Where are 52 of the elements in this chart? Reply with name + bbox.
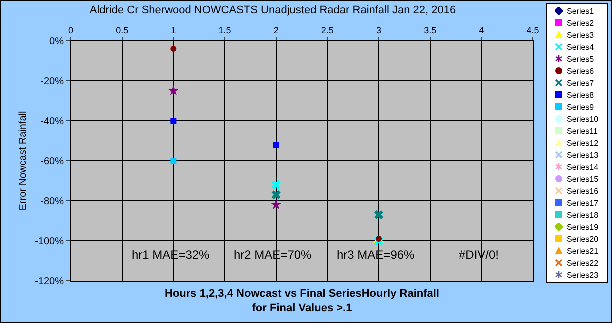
point xyxy=(170,118,177,124)
point xyxy=(271,199,282,210)
x-tick-label: 3.5 xyxy=(424,25,437,36)
legend-label: Series8 xyxy=(567,90,594,100)
legend-label: Series12 xyxy=(567,138,599,148)
x-tick-label: 3 xyxy=(376,25,382,36)
y-axis-title: Error Nowcast Rainfall xyxy=(18,111,30,211)
y-tick-label: -120% xyxy=(35,276,64,288)
x-tick-label: 2 xyxy=(274,25,279,36)
legend-label: Series22 xyxy=(567,258,599,268)
point xyxy=(273,142,280,148)
legend-label: Series19 xyxy=(567,222,599,232)
legend-label: Series4 xyxy=(567,42,594,52)
y-tick-label: -60% xyxy=(40,156,64,168)
x-axis-title: Hours 1,2,3,4 Nowcast vs Final SeriesHourly Rainfall for Final Values >.1 xyxy=(165,288,440,314)
point xyxy=(170,158,177,164)
x-tick-label: 1 xyxy=(171,25,176,36)
point xyxy=(374,210,384,220)
x-tick-label: 0.5 xyxy=(116,25,129,36)
legend-label: Series3 xyxy=(567,30,594,40)
y-tick-label: 0% xyxy=(50,36,64,48)
y-tick-label: -100% xyxy=(35,236,64,248)
legend-label: Series9 xyxy=(567,102,594,112)
legend-label: Series5 xyxy=(567,54,594,64)
legend-label: Series6 xyxy=(567,66,594,76)
x-tick-label: 2.5 xyxy=(321,25,334,36)
x-tick-label: 0 xyxy=(68,25,74,36)
legend-label: Series13 xyxy=(567,150,599,160)
legend-label: Series2 xyxy=(567,18,594,28)
x-tick-label: 4 xyxy=(479,25,484,36)
legend-label: Series14 xyxy=(567,162,599,172)
x-tick-label: 1.5 xyxy=(218,25,232,36)
point xyxy=(272,180,281,190)
legend-label: Series11 xyxy=(567,126,598,136)
y-tick-label: -20% xyxy=(40,76,64,88)
legend-label: Series7 xyxy=(567,78,594,88)
legend-label: Series21 xyxy=(567,246,599,256)
y-tick-label: -80% xyxy=(40,196,64,208)
x-tick-label: 4.5 xyxy=(526,25,540,36)
point xyxy=(168,85,179,96)
legend-label: Series1 xyxy=(567,6,594,16)
legend-label: Series17 xyxy=(567,198,599,208)
point xyxy=(170,46,177,52)
y-tick-label: -40% xyxy=(40,116,64,128)
legend-label: Series20 xyxy=(567,234,599,244)
legend-label: Series18 xyxy=(567,210,599,220)
legend-label: Series23 xyxy=(567,270,599,280)
legend-label: Series15 xyxy=(567,174,599,184)
legend-label: Series10 xyxy=(567,114,599,124)
legend-label: Series16 xyxy=(567,186,599,196)
chart-title: Aldride Cr Sherwood NOWCASTS Unadjusted Radar Rainfall Jan 22, 2016 xyxy=(90,4,456,17)
point xyxy=(272,190,281,200)
